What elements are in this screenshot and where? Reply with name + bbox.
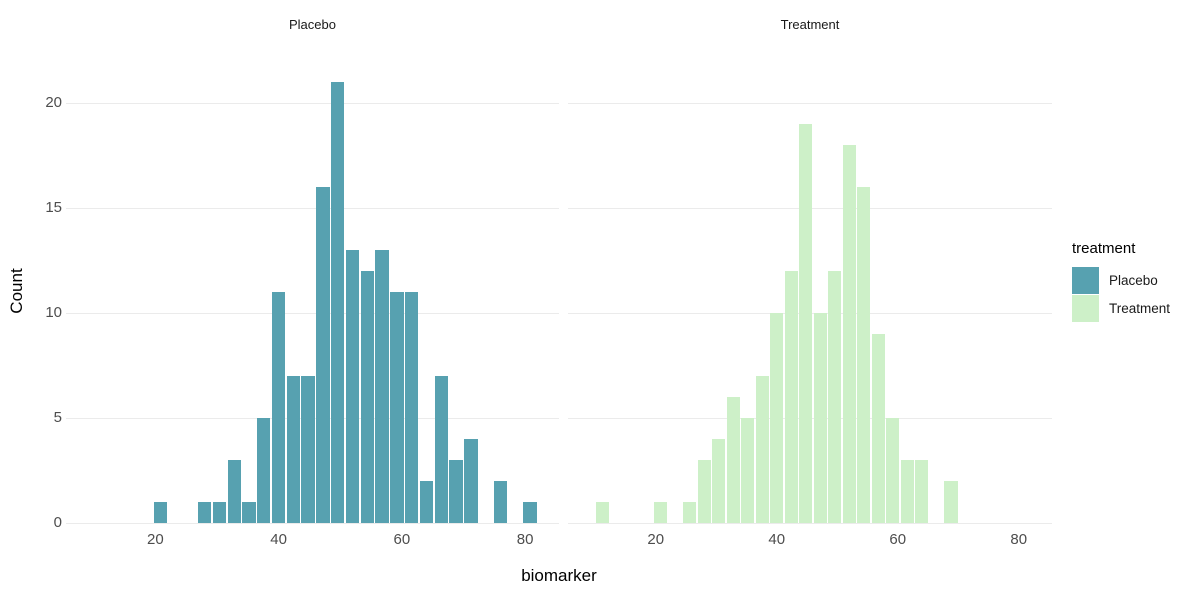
histogram-bar: [493, 481, 508, 523]
histogram-bar: [523, 502, 537, 523]
histogram-bar: [375, 250, 389, 523]
histogram-bar: [434, 376, 448, 523]
histogram-bar: [900, 460, 914, 523]
legend-title: treatment: [1072, 240, 1136, 257]
histogram-bar: [770, 313, 784, 523]
legend-entry-treatment: Treatment: [1072, 295, 1170, 322]
y-tick-label: 20: [45, 94, 62, 112]
y-tick-label: 10: [45, 304, 62, 322]
histogram-bar: [197, 502, 212, 523]
histogram-bar: [419, 481, 434, 523]
histogram-bar: [331, 82, 345, 523]
legend: treatment Placebo Treatment: [1072, 240, 1170, 322]
x-tick-label: 60: [889, 531, 907, 548]
x-tick-label: 20: [147, 531, 164, 548]
histogram-bar: [784, 271, 798, 523]
y-gridline: [568, 522, 1052, 524]
legend-entries: Placebo Treatment: [1072, 267, 1170, 322]
y-axis-title: Count: [7, 268, 26, 314]
histogram-bar: [683, 502, 697, 523]
histogram-bar: [257, 418, 271, 523]
histogram-bar: [316, 187, 330, 523]
legend-swatch-placebo: [1072, 267, 1099, 294]
y-gridline: [66, 312, 559, 314]
legend-label-treatment: Treatment: [1109, 301, 1171, 316]
histogram-bar: [345, 250, 360, 523]
histogram-bar: [944, 481, 958, 523]
x-axis-title: biomarker: [521, 566, 597, 585]
histogram-bar: [227, 460, 241, 523]
x-tick-label: 40: [768, 531, 786, 548]
histogram-bar: [871, 334, 885, 523]
y-gridline: [66, 102, 559, 104]
histogram-bar: [726, 397, 740, 523]
histogram-bar: [271, 292, 286, 523]
y-tick-label: 0: [53, 514, 62, 531]
histogram-bar: [464, 439, 478, 523]
facet-title-placebo: Placebo: [289, 17, 336, 32]
histogram-bar: [915, 460, 929, 523]
x-tick-label: 80: [1010, 531, 1028, 548]
histogram-bar: [857, 187, 871, 523]
panel-treatment: [568, 60, 1052, 524]
histogram-bar: [360, 271, 375, 523]
histogram-bar: [301, 376, 315, 523]
histogram-bar: [286, 376, 301, 523]
histogram-bar: [842, 145, 856, 523]
histogram-bar: [813, 313, 827, 523]
histogram-bar: [741, 418, 755, 523]
histogram-bar: [654, 502, 668, 523]
histogram-bar: [595, 502, 610, 523]
histogram-bar: [390, 292, 404, 523]
x-tick-label: 60: [393, 531, 411, 548]
histogram-bar: [755, 376, 769, 523]
x-tick-label: 80: [516, 531, 534, 548]
legend-entry-placebo: Placebo: [1072, 267, 1170, 294]
histogram-bar: [242, 502, 256, 523]
histogram-bar: [712, 439, 726, 523]
histogram-bar: [886, 418, 900, 523]
y-gridline: [66, 207, 559, 209]
histogram-bar: [799, 124, 813, 523]
panel-placebo: [66, 60, 559, 524]
histogram-bar: [153, 502, 167, 523]
legend-swatch-treatment: [1072, 295, 1099, 322]
facet-title-treatment: Treatment: [780, 17, 840, 32]
x-tick-label: 40: [270, 531, 287, 548]
histogram-bar: [697, 460, 711, 523]
y-tick-label: 5: [53, 409, 62, 426]
histogram-bar: [449, 460, 463, 523]
histogram-bar: [828, 271, 842, 523]
y-gridline: [568, 102, 1052, 104]
legend-label-placebo: Placebo: [1109, 273, 1158, 288]
y-tick-label: 15: [45, 199, 62, 217]
histogram-bar: [212, 502, 227, 523]
histogram-bar: [405, 292, 419, 523]
y-gridline: [66, 522, 559, 524]
x-tick-label: 20: [647, 531, 665, 548]
